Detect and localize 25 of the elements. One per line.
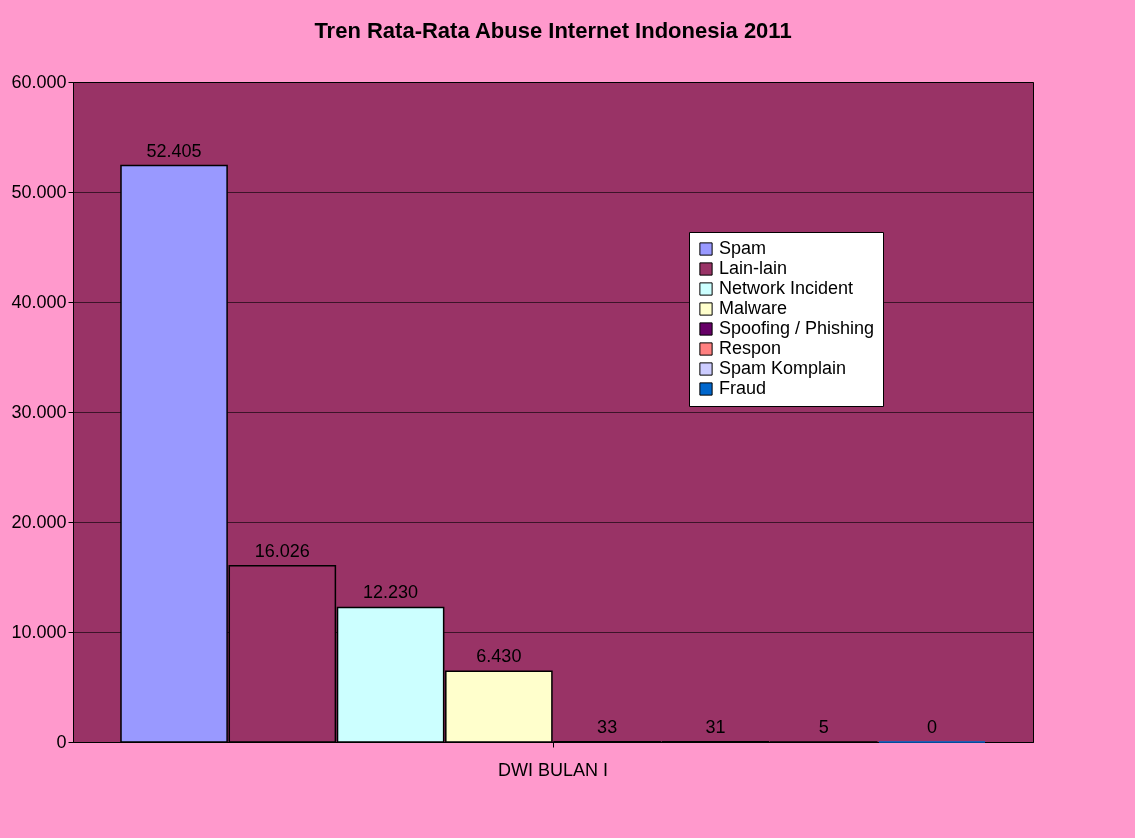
data-label: 6.430 [476,646,522,667]
legend-label: Network Incident [719,278,854,298]
data-label: 33 [597,716,618,737]
data-label: 31 [705,716,726,737]
legend-label: Spam [719,238,767,258]
data-label: 0 [926,717,937,737]
chart-title: Tren Rata-Rata Abuse Internet Indonesia 2011 [314,18,792,43]
legend-label: Malware [719,298,788,318]
data-label: 5 [818,716,829,737]
legend-label: Respon [719,338,782,358]
legend-label: Spam Komplain [719,358,847,378]
y-tick-label: 0 [56,731,67,752]
legend-label: Lain-lain [719,258,788,278]
data-label: 12.230 [363,582,419,603]
y-tick-label: 40.000 [11,291,67,312]
legend-label: Fraud [719,378,767,398]
data-label: 16.026 [254,540,310,561]
y-tick-label: 20.000 [11,511,67,532]
y-tick-label: 30.000 [11,401,67,422]
y-tick-label: 60.000 [11,71,67,92]
data-label: 52.405 [146,140,202,161]
x-tick-label: DWI BULAN I [497,759,609,780]
y-tick-label: 50.000 [11,181,67,202]
y-tick-label: 10.000 [11,621,67,642]
legend-label: Spoofing / Phishing [719,318,875,338]
